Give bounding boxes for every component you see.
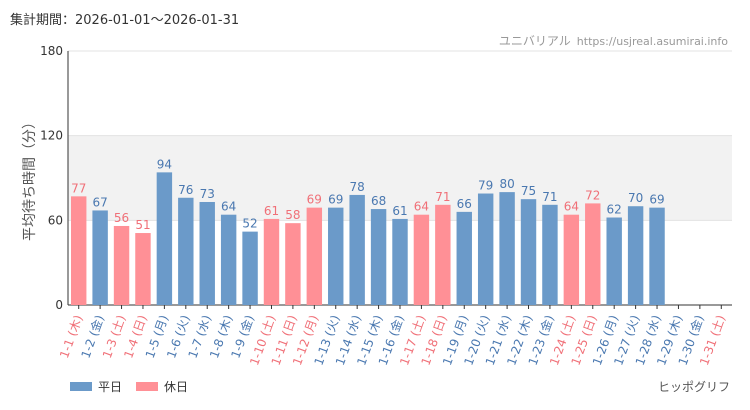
chart-credit: ヒッポグリフ bbox=[657, 380, 730, 394]
bar-8 bbox=[220, 214, 237, 305]
bar-19 bbox=[456, 211, 472, 305]
bar-18 bbox=[435, 204, 451, 305]
y-axis-title: 平均待ち時間（分） bbox=[22, 115, 38, 241]
value-label-17: 64 bbox=[414, 200, 429, 214]
value-label-24: 64 bbox=[564, 200, 579, 214]
value-label-7: 73 bbox=[200, 187, 215, 201]
bar-15 bbox=[370, 209, 387, 305]
bar-13 bbox=[328, 207, 344, 305]
period-label: 集計期間： bbox=[10, 13, 76, 28]
value-label-28: 69 bbox=[649, 193, 664, 207]
value-label-16: 61 bbox=[392, 204, 407, 218]
bar-12 bbox=[306, 207, 323, 305]
bar-14 bbox=[349, 194, 365, 305]
value-label-12: 69 bbox=[307, 193, 322, 207]
legend-swatch-holiday bbox=[136, 382, 159, 391]
bar-22 bbox=[520, 199, 537, 305]
value-label-26: 62 bbox=[607, 203, 622, 217]
aggregation-period: 集計期間：2026-01-01～2026-01-31 bbox=[10, 9, 239, 28]
value-label-18: 71 bbox=[435, 190, 450, 204]
value-label-15: 68 bbox=[371, 194, 386, 208]
bar-1 bbox=[70, 196, 87, 305]
value-label-6: 76 bbox=[178, 183, 193, 197]
legend-label-weekday: 平日 bbox=[98, 380, 123, 394]
bar-9 bbox=[242, 231, 258, 305]
bar-25 bbox=[585, 203, 601, 305]
bar-11 bbox=[285, 223, 301, 305]
bar-4 bbox=[135, 233, 151, 305]
legend-item-weekday[interactable]: 平日 bbox=[70, 378, 122, 395]
legend-label-holiday: 休日 bbox=[164, 380, 189, 394]
period-value: 2026-01-01～2026-01-31 bbox=[75, 13, 240, 28]
y-tick-label: 0 bbox=[55, 298, 63, 312]
bar-24 bbox=[563, 214, 580, 305]
source-name: ユニバリアル bbox=[498, 34, 571, 48]
value-label-11: 58 bbox=[285, 208, 300, 222]
source-attribution: ユニバリアル https://usjreal.asumirai.info bbox=[499, 32, 728, 49]
bar-20 bbox=[477, 193, 494, 305]
value-label-14: 78 bbox=[350, 180, 365, 194]
bar-7 bbox=[199, 201, 215, 305]
y-tick-label: 180 bbox=[40, 44, 63, 58]
bar-10 bbox=[263, 218, 280, 305]
y-tick-label: 120 bbox=[40, 129, 63, 143]
value-label-20: 79 bbox=[478, 179, 493, 193]
value-label-27: 70 bbox=[628, 191, 643, 205]
y-tick-label: 60 bbox=[48, 213, 63, 227]
value-label-10: 61 bbox=[264, 204, 279, 218]
value-label-2: 67 bbox=[92, 195, 107, 209]
bar-23 bbox=[542, 204, 558, 305]
source-url: https://usjreal.asumirai.info bbox=[576, 35, 728, 48]
bar-21 bbox=[499, 192, 515, 305]
value-label-25: 72 bbox=[585, 188, 600, 202]
value-label-22: 75 bbox=[521, 184, 536, 198]
value-label-8: 64 bbox=[221, 200, 236, 214]
value-label-1: 77 bbox=[71, 181, 86, 195]
value-label-9: 52 bbox=[242, 217, 257, 231]
bar-16 bbox=[392, 218, 408, 305]
bar-27 bbox=[627, 206, 644, 305]
value-label-21: 80 bbox=[499, 177, 514, 191]
bar-26 bbox=[606, 217, 622, 305]
bar-28 bbox=[649, 207, 665, 305]
value-label-4: 51 bbox=[135, 218, 150, 232]
value-label-23: 71 bbox=[542, 190, 557, 204]
value-label-19: 66 bbox=[457, 197, 472, 211]
legend-swatch-weekday bbox=[70, 382, 92, 391]
legend-item-holiday[interactable]: 休日 bbox=[136, 378, 188, 395]
bar-2 bbox=[92, 210, 108, 305]
value-label-5: 94 bbox=[157, 157, 172, 171]
bar-5 bbox=[156, 172, 173, 305]
value-label-13: 69 bbox=[328, 193, 343, 207]
chart-legend: 平日 休日 bbox=[70, 378, 202, 395]
bar-6 bbox=[178, 197, 194, 305]
bar-3 bbox=[113, 225, 130, 305]
bar-17 bbox=[413, 214, 430, 305]
value-label-3: 56 bbox=[114, 211, 129, 225]
